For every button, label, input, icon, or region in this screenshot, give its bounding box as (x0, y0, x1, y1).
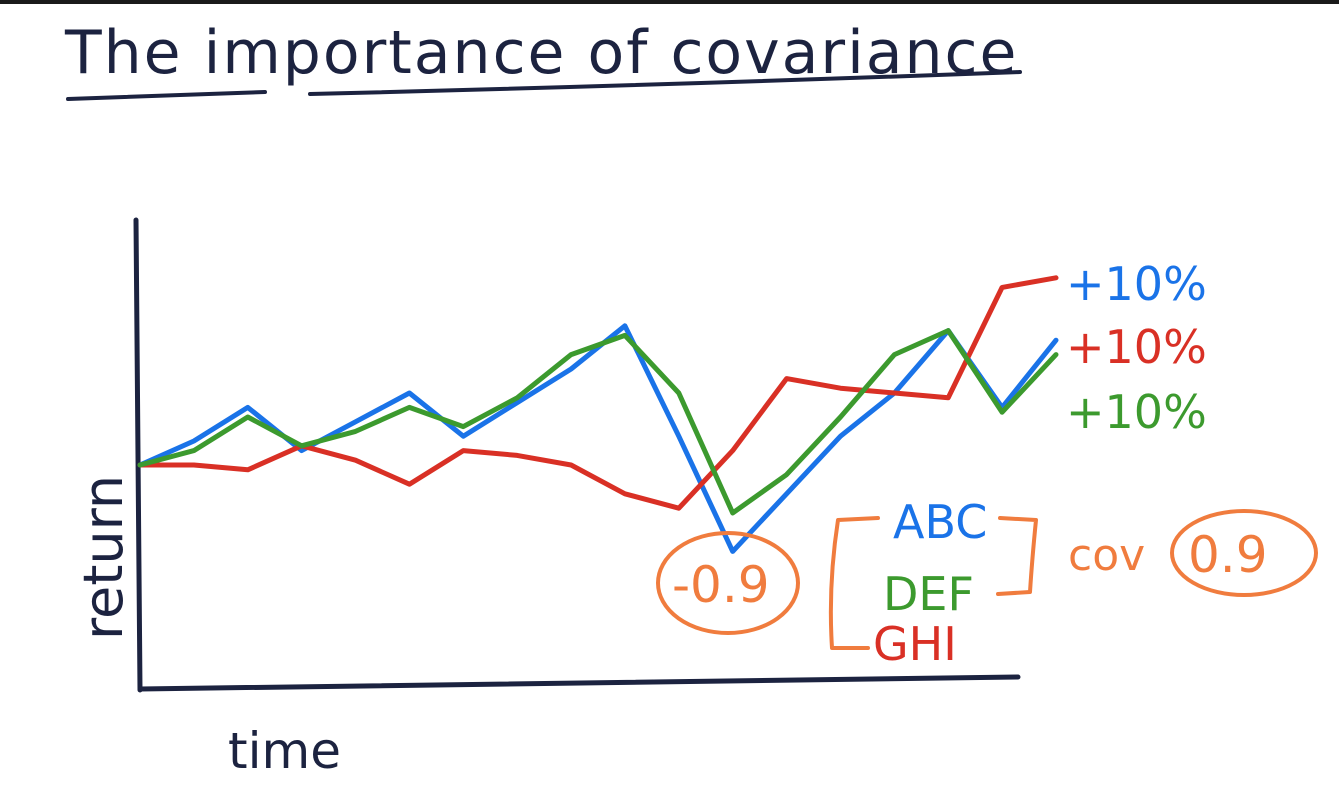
legend-abc: ABC (893, 495, 987, 549)
return-label-abc: +10% (1066, 257, 1207, 311)
cov-negative-value: -0.9 (672, 556, 770, 614)
x-axis (137, 674, 1021, 692)
outer-bracket (828, 516, 880, 650)
x-axis-label: time (228, 722, 341, 780)
series-line-ghi (137, 275, 1059, 511)
cov-label: cov (1068, 530, 1145, 581)
legend-ghi: GHI (873, 617, 957, 671)
inner-bracket (996, 516, 1038, 596)
cov-positive-value: 0.9 (1188, 526, 1268, 584)
title-underline-right (308, 70, 1022, 96)
y-axis (133, 217, 143, 693)
cov-negative-circle (656, 531, 800, 635)
y-axis-label: return (72, 475, 135, 640)
title-underline-left (66, 90, 267, 101)
return-label-def: +10% (1066, 385, 1207, 439)
legend-def: DEF (883, 567, 974, 621)
top-rule (0, 0, 1339, 4)
series-layer (137, 275, 1059, 554)
cov-positive-circle (1170, 509, 1318, 597)
series-line-def (137, 328, 1059, 516)
return-label-ghi: +10% (1066, 320, 1207, 374)
